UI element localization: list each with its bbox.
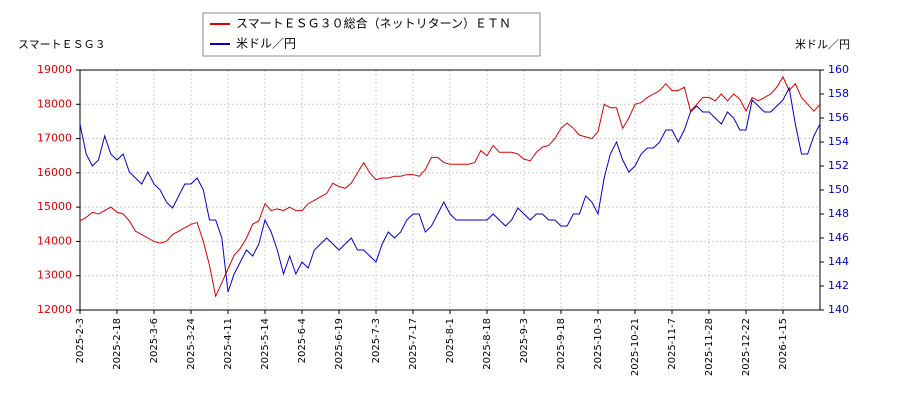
y2-tick-label: 142	[828, 279, 849, 292]
x-tick-label: 2025-6-4	[297, 318, 308, 363]
y2-tick-label: 144	[828, 255, 849, 268]
x-tick-label: 2025-3-24	[186, 318, 197, 370]
y2-axis-label: 米ドル／円	[795, 38, 850, 51]
y2-tick-label: 148	[828, 207, 849, 220]
y-tick-label: 18000	[37, 97, 72, 110]
line-series	[79, 75, 821, 298]
y-tick-label: 17000	[37, 132, 72, 145]
x-tick-label: 2025-10-3	[593, 318, 604, 370]
x-tick-label: 2025-12-22	[741, 318, 752, 376]
x-tick-label: 2025-5-14	[260, 318, 271, 370]
y2-tick-label: 160	[828, 63, 849, 76]
y-tick-label: 12000	[37, 303, 72, 316]
x-tick-label: 2025-7-17	[408, 318, 419, 370]
x-tick-label: 2025-11-28	[704, 318, 715, 376]
x-tick-label: 2025-4-11	[223, 318, 234, 370]
x-tick-label: 2025-6-19	[334, 318, 345, 370]
y2-tick-label: 156	[828, 111, 849, 124]
y2-tick-label: 140	[828, 303, 849, 316]
y-tick-label: 16000	[37, 166, 72, 179]
legend-label: スマートＥＳＧ３０総合（ネットリターン）ＥＴＮ	[236, 16, 511, 31]
x-tick-label: 2026-1-15	[778, 318, 789, 370]
y2-tick-label: 154	[828, 135, 849, 148]
x-tick-label: 2025-10-21	[630, 318, 641, 376]
y-tick-label: 15000	[37, 200, 72, 213]
y2-tick-label: 146	[828, 231, 849, 244]
line-series	[79, 86, 821, 293]
x-tick-label: 2025-2-18	[112, 318, 123, 370]
y-tick-label: 13000	[37, 269, 72, 282]
x-tick-label: 2025-11-7	[667, 318, 678, 370]
y-tick-label: 19000	[37, 63, 72, 76]
x-tick-label: 2025-8-18	[482, 318, 493, 370]
legend-box	[202, 12, 541, 57]
y2-tick-label: 150	[828, 183, 849, 196]
x-tick-label: 2025-9-3	[519, 318, 530, 363]
x-tick-label: 2025-7-3	[371, 318, 382, 363]
x-tick-label: 2025-3-6	[149, 318, 160, 363]
y2-tick-label: 152	[828, 159, 849, 172]
y2-tick-label: 158	[828, 87, 849, 100]
x-tick-label: 2025-9-18	[556, 318, 567, 370]
x-tick-label: 2025-8-1	[445, 318, 456, 363]
legend-label: 米ドル／円	[236, 37, 296, 51]
y-tick-label: 14000	[37, 234, 72, 247]
y-axis-label: スマートＥＳＧ３	[18, 38, 106, 51]
x-tick-label: 2025-2-3	[75, 318, 86, 363]
